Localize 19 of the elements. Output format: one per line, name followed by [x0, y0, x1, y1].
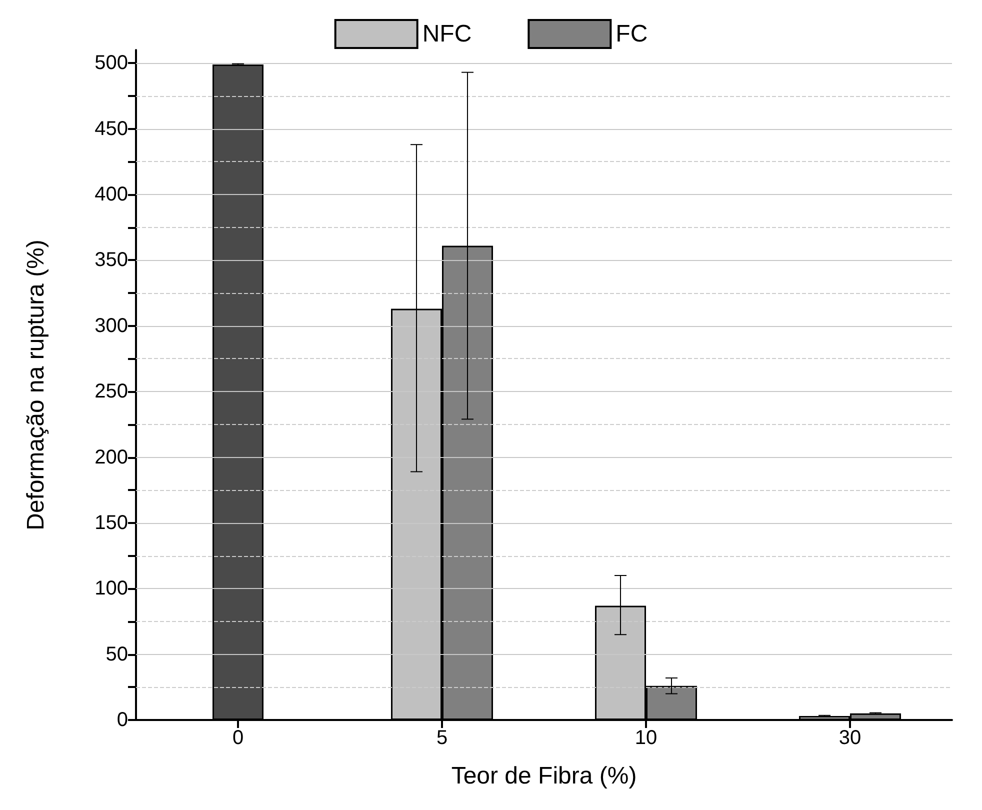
- x-axis-title: Teor de Fibra (%): [451, 762, 637, 790]
- legend-label: NFC: [422, 20, 472, 48]
- x-tick-label: 0: [232, 727, 244, 749]
- y-tick-label: 300: [94, 314, 128, 337]
- y-tick-label: 0: [116, 709, 128, 731]
- x-tick-label: 10: [634, 727, 658, 749]
- y-tick-label: 350: [94, 249, 128, 272]
- y-tick-label: 200: [94, 446, 128, 468]
- legend-label: FC: [616, 20, 648, 48]
- y-tick-label: 50: [106, 643, 128, 666]
- y-tick-label: 400: [94, 184, 128, 206]
- y-tick-label: 450: [94, 118, 128, 140]
- y-axis-title: Deformação na ruptura (%): [22, 240, 50, 530]
- y-tick-label: 250: [94, 380, 128, 403]
- x-tick-label: 30: [838, 727, 862, 749]
- y-tick-label: 100: [94, 578, 128, 600]
- x-tick-label: 5: [436, 727, 448, 749]
- y-tick-label: 500: [94, 52, 128, 74]
- y-tick-label: 150: [94, 512, 128, 534]
